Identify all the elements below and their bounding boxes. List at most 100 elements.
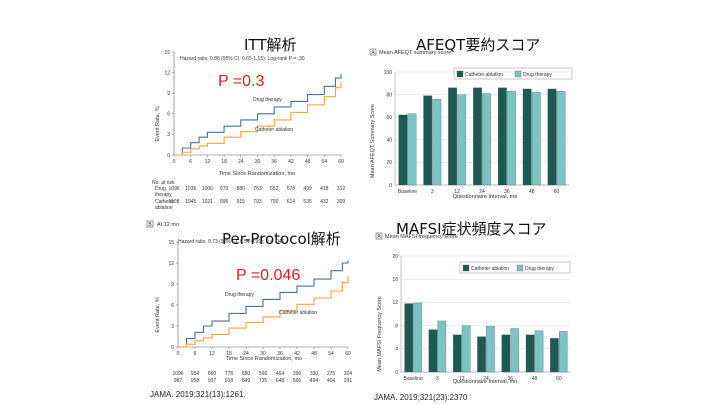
y-tick-label: 0 — [395, 370, 398, 376]
x-tick-label: 12 — [454, 189, 460, 195]
risk-count: 614 — [287, 199, 296, 205]
legend-box — [453, 67, 573, 80]
x-tick-label: 36 — [504, 189, 510, 195]
risk-count: 652 — [270, 186, 279, 192]
mafsi-panel-box — [375, 232, 383, 240]
risk-count: 330 — [310, 371, 319, 377]
y-tick-label: 15 — [164, 50, 170, 56]
itt-p-value: P =0.3 — [218, 73, 265, 90]
risk-count: 915 — [237, 199, 246, 205]
series-label: Drug therapy — [253, 97, 282, 103]
x-tick-label: 36 — [508, 376, 514, 382]
y-tick-label: 0 — [167, 153, 170, 159]
x-tick-label: 3 — [436, 376, 439, 382]
x-tick-label: 12 — [209, 351, 215, 357]
risk-row-label: Drug — [155, 186, 166, 192]
risk-row-label: therapy — [155, 192, 172, 198]
bar-catheter-ablation — [448, 87, 457, 186]
x-tick-label: Baseline — [398, 189, 417, 195]
legend-label: Drug therapy — [523, 72, 552, 78]
bar-catheter-ablation — [477, 336, 486, 373]
series-label: Drug therapy — [225, 292, 254, 298]
pp-risk-table: 1096 954 860 778 680 566 464 396 330 275 204 987 958… — [172, 371, 352, 384]
risk-count: 464 — [276, 371, 285, 377]
x-tick-label: 42 — [294, 351, 300, 357]
afeqt-plot-area: 0 20 40 60 80 100 Baseline 3 12 24 36 48 60 Catheter … — [384, 67, 573, 195]
x-tick-label: 48 — [311, 351, 317, 357]
y-tick-label: 9 — [167, 91, 170, 97]
citation-left: JAMA. 2019;321(13):1261. — [150, 390, 246, 399]
x-tick-label: 30 — [255, 159, 261, 165]
x-tick-label: 54 — [328, 351, 334, 357]
y-tick-label: 6 — [167, 112, 170, 118]
y-tick-label: 12 — [392, 300, 398, 306]
risk-count: 680 — [242, 371, 251, 377]
x-tick-label: 60 — [345, 351, 351, 357]
y-tick-label: 9 — [171, 282, 174, 288]
afeqt-chart: A Mean AFEQT summary score 0 20 40 60 80 100 B… — [369, 48, 573, 200]
x-tick-label: 3 — [431, 189, 434, 195]
bar-drug-therapy — [556, 91, 566, 186]
legend-label: Drug therapy — [525, 266, 554, 272]
pp-subtitle: Hazard ratio, 0.73 (95% CI, 0.54-0.99); … — [178, 239, 284, 245]
x-tick-label: 42 — [288, 159, 294, 165]
itt-title: ITT解析 — [244, 36, 297, 54]
risk-count: 1045 — [185, 199, 196, 205]
y-tick-label: 6 — [171, 303, 174, 309]
mafsi-subtitle: Mean MAFSI frequency score — [385, 234, 458, 240]
risk-count: 987 — [174, 378, 183, 384]
bar-drug-therapy — [482, 93, 491, 186]
bar-drug-therapy — [413, 302, 422, 373]
x-tick-label: 6 — [194, 351, 197, 357]
y-tick-label: 20 — [392, 254, 398, 260]
series-line-drug-therapy — [174, 73, 342, 156]
bar-drug-therapy — [432, 98, 442, 186]
risk-count: 309 — [337, 199, 346, 205]
risk-count: 578 — [287, 186, 296, 192]
risk-row-label: Catheter — [155, 199, 175, 205]
x-tick-label: 24 — [483, 376, 489, 382]
risk-count: 958 — [191, 378, 200, 384]
x-tick-label: 12 — [205, 159, 211, 165]
y-tick-label: 0 — [171, 345, 174, 351]
x-tick-label: 60 — [556, 376, 562, 382]
x-tick-label: 0 — [177, 351, 180, 357]
risk-count: 404 — [327, 378, 336, 384]
risk-count: 918 — [225, 378, 234, 384]
risk-count: 1021 — [202, 199, 213, 205]
y-tick-label: 40 — [386, 138, 392, 144]
mafsi-title: MAFSI症状頻度スコア — [396, 220, 547, 238]
bar-catheter-ablation — [473, 87, 482, 186]
x-tick-label: 18 — [226, 351, 232, 357]
x-tick-label: 18 — [221, 159, 227, 165]
bar-catheter-ablation — [501, 334, 511, 373]
itt-ylabel: Event Rate, % — [155, 106, 161, 141]
risk-count: 1006 — [202, 186, 213, 192]
x-tick-label: 48 — [305, 159, 311, 165]
x-tick-label: 24 — [243, 351, 249, 357]
series-line-catheter-ablation — [178, 275, 349, 348]
y-tick-label: 3 — [167, 132, 170, 138]
bar-drug-therapy — [437, 320, 447, 373]
x-tick-label: 12 — [459, 376, 465, 382]
legend-swatch — [516, 264, 524, 272]
risk-count: 432 — [320, 199, 329, 205]
risk-count: 937 — [208, 378, 217, 384]
risk-row-label: ablation — [155, 205, 173, 211]
legend-swatch — [462, 264, 470, 272]
risk-count: 996 — [220, 199, 229, 205]
series-line-drug-therapy — [178, 260, 349, 348]
afeqt-subtitle: Mean AFEQT summary score — [379, 50, 451, 56]
series-label: Catheter ablation — [279, 310, 317, 316]
bar-drug-therapy — [457, 94, 467, 186]
risk-heading: No. at risk — [152, 180, 175, 186]
itt-xlabel: Time Since Randomization, mo — [219, 171, 295, 177]
bar-catheter-ablation — [428, 329, 438, 373]
afeqt-panel-letter: A — [371, 50, 375, 56]
legend-label: Catheter ablation — [465, 72, 503, 78]
risk-count: 494 — [310, 378, 319, 384]
risk-count: 735 — [259, 378, 268, 384]
